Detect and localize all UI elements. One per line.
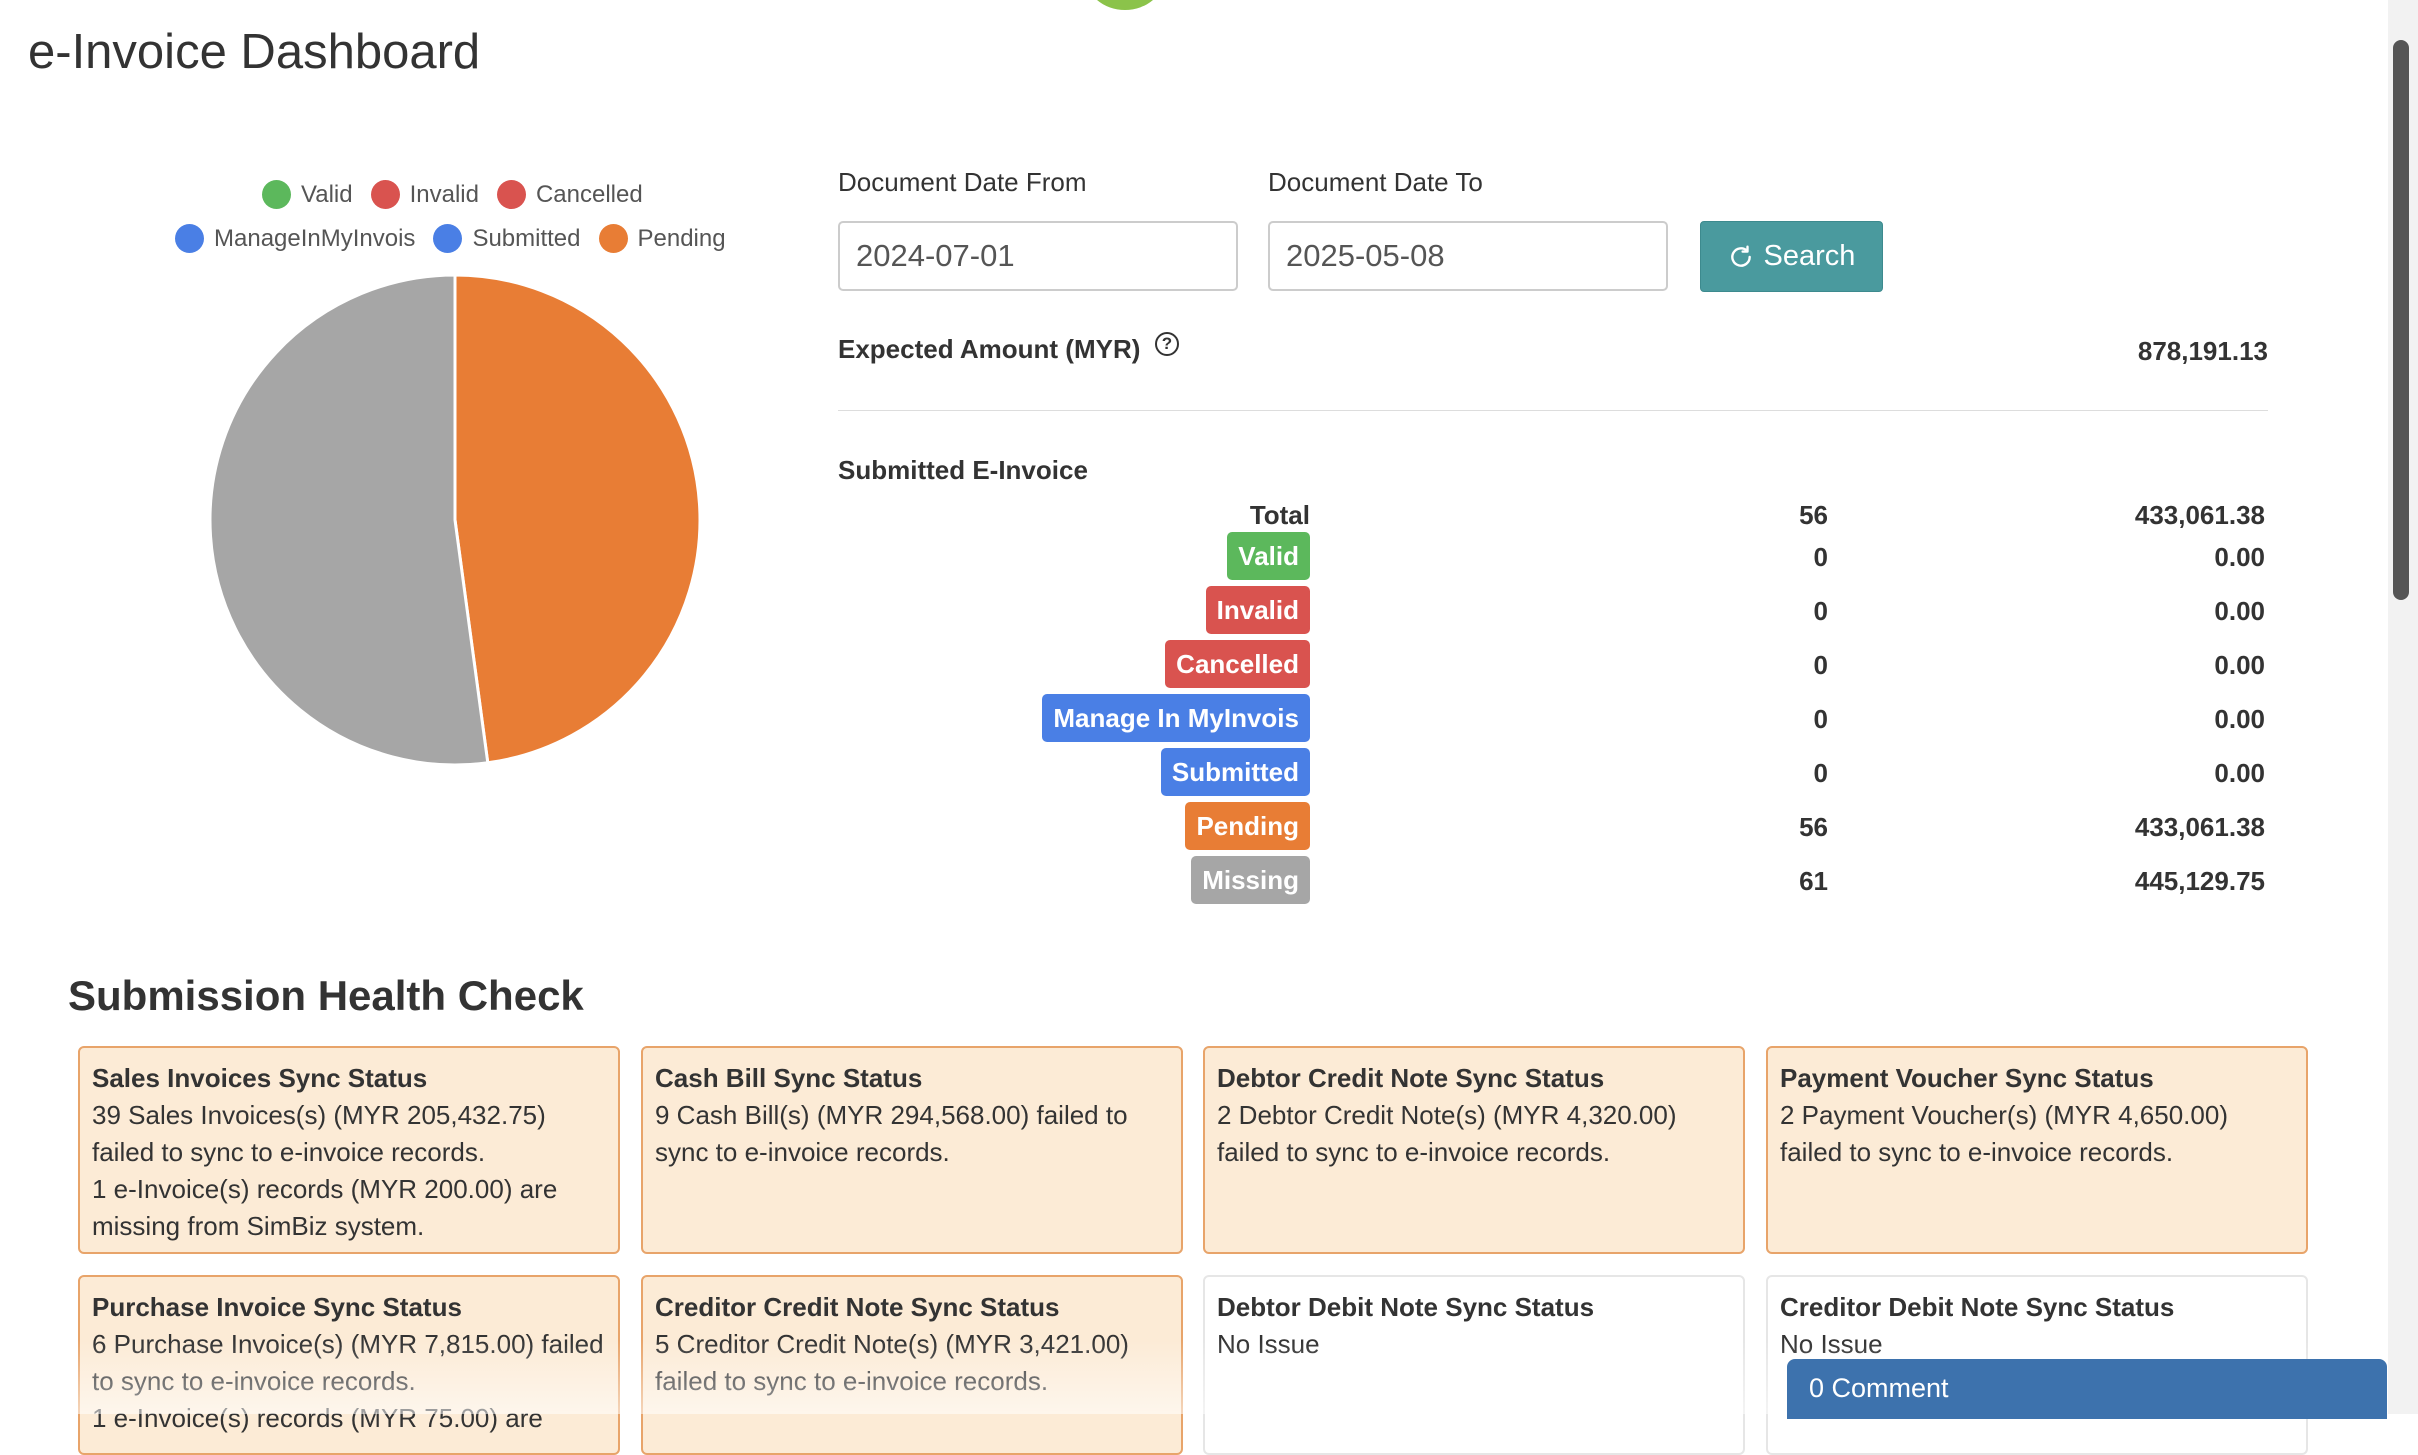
sync-card-cash-bill[interactable]: Cash Bill Sync Status 9 Cash Bill(s) (MY… (641, 1046, 1183, 1254)
legend-item-cancelled[interactable]: Cancelled (496, 180, 643, 209)
pie-slice-missing[interactable] (208, 273, 490, 767)
status-badge-manage-in-myinvois[interactable]: Manage In MyInvois (1042, 694, 1310, 742)
card-text: 1 e-Invoice(s) records (MYR 200.00) are … (92, 1174, 558, 1241)
status-amount: 0.00 (2214, 542, 2265, 572)
search-button-label: Search (1763, 240, 1856, 272)
status-row-cancelled: Cancelled 0 0.00 (838, 640, 2268, 694)
status-row-missing: Missing 61 445,129.75 (838, 856, 2268, 910)
status-count: 0 (1813, 704, 1828, 734)
sync-card-payment-voucher[interactable]: Payment Voucher Sync Status 2 Payment Vo… (1766, 1046, 2308, 1254)
scrollbar-thumb[interactable] (2393, 40, 2409, 600)
status-badge-pending[interactable]: Pending (1185, 802, 1310, 850)
status-count: 0 (1813, 758, 1828, 788)
status-badge-submitted[interactable]: Submitted (1160, 748, 1310, 796)
status-badge-cancelled[interactable]: Cancelled (1165, 640, 1310, 688)
status-pie-chart (208, 273, 702, 767)
legend-label: Pending (637, 224, 726, 252)
legend-swatch (496, 180, 526, 209)
expected-amount-label: Expected Amount (MYR) (838, 334, 1141, 364)
card-title: Purchase Invoice Sync Status (92, 1292, 462, 1322)
status-badge-invalid[interactable]: Invalid (1205, 586, 1310, 634)
chart-legend-row-1: Valid Invalid Cancelled (262, 180, 661, 209)
status-row-valid: Valid 0 0.00 (838, 532, 2268, 586)
status-row-pending: Pending 56 433,061.38 (838, 802, 2268, 856)
status-amount: 445,129.75 (2134, 866, 2265, 896)
date-to-label: Document Date To (1268, 167, 1483, 197)
app-logo (1085, 0, 1165, 10)
card-text: 39 Sales Invoices(s) (MYR 205,432.75) fa… (92, 1100, 546, 1167)
legend-label: Cancelled (535, 180, 643, 208)
search-button[interactable]: Search (1700, 221, 1883, 292)
legend-swatch (262, 180, 291, 209)
sync-card-sales-invoices[interactable]: Sales Invoices Sync Status 39 Sales Invo… (78, 1046, 620, 1254)
legend-item-pending[interactable]: Pending (598, 224, 726, 253)
chart-legend-row-2: ManageInMyInvois Submitted Pending (175, 224, 744, 253)
date-to-input[interactable] (1268, 221, 1668, 291)
legend-label: ManageInMyInvois (214, 224, 416, 252)
status-badge-valid[interactable]: Valid (1227, 532, 1310, 580)
card-text: 2 Debtor Credit Note(s) (MYR 4,320.00) f… (1217, 1100, 1677, 1167)
pie-slice-pending[interactable] (453, 273, 702, 765)
status-row-submitted: Submitted 0 0.00 (838, 748, 2268, 802)
legend-swatch (370, 180, 400, 209)
card-title: Cash Bill Sync Status (655, 1063, 923, 1093)
total-label: Total (1249, 500, 1310, 530)
status-amount: 0.00 (2214, 758, 2265, 788)
legend-item-manageinmyinvois[interactable]: ManageInMyInvois (175, 224, 415, 253)
legend-label: Submitted (472, 224, 581, 252)
date-from-input[interactable] (838, 221, 1238, 291)
status-count: 0 (1813, 596, 1828, 626)
card-title: Debtor Debit Note Sync Status (1217, 1292, 1595, 1322)
card-title: Payment Voucher Sync Status (1780, 1063, 2154, 1093)
page-title: e-Invoice Dashboard (28, 25, 481, 79)
status-count: 61 (1799, 866, 1828, 896)
status-row-total: Total 56 433,061.38 (838, 490, 2268, 544)
card-title: Sales Invoices Sync Status (92, 1063, 428, 1093)
help-icon[interactable]: ? (1155, 332, 1179, 356)
status-amount: 433,061.38 (2134, 500, 2265, 530)
comment-panel-toggle[interactable]: 0 Comment (1787, 1359, 2387, 1419)
card-title: Debtor Credit Note Sync Status (1217, 1063, 1605, 1093)
legend-label: Invalid (409, 180, 479, 208)
status-amount: 0.00 (2214, 596, 2265, 626)
refresh-icon (1730, 245, 1751, 267)
status-count: 0 (1813, 650, 1828, 680)
card-title: Creditor Debit Note Sync Status (1780, 1292, 2175, 1322)
status-badge-missing[interactable]: Missing (1191, 856, 1310, 904)
status-amount: 433,061.38 (2134, 812, 2265, 842)
card-text: 2 Payment Voucher(s) (MYR 4,650.00) fail… (1780, 1100, 2228, 1167)
legend-swatch (175, 224, 204, 253)
health-check-title: Submission Health Check (68, 972, 584, 1019)
legend-item-invalid[interactable]: Invalid (370, 180, 479, 209)
expected-amount-value: 878,191.13 (2137, 336, 2268, 366)
legend-label: Valid (301, 180, 353, 208)
divider (838, 410, 2268, 411)
status-count: 56 (1799, 500, 1828, 530)
sync-card-debtor-credit-note[interactable]: Debtor Credit Note Sync Status 2 Debtor … (1203, 1046, 1745, 1254)
status-count: 0 (1813, 542, 1828, 572)
status-row-invalid: Invalid 0 0.00 (838, 586, 2268, 640)
status-amount: 0.00 (2214, 704, 2265, 734)
legend-item-valid[interactable]: Valid (262, 180, 353, 209)
card-text: 9 Cash Bill(s) (MYR 294,568.00) failed t… (655, 1100, 1128, 1167)
date-from-label: Document Date From (838, 167, 1087, 197)
status-row-manage-in-myinvois: Manage In MyInvois 0 0.00 (838, 694, 2268, 748)
status-count: 56 (1799, 812, 1828, 842)
legend-swatch (433, 224, 463, 253)
card-title: Creditor Credit Note Sync Status (655, 1292, 1060, 1322)
status-amount: 0.00 (2214, 650, 2265, 680)
legend-swatch (598, 224, 628, 253)
submitted-einvoice-title: Submitted E-Invoice (838, 455, 1088, 485)
legend-item-submitted[interactable]: Submitted (433, 224, 581, 253)
